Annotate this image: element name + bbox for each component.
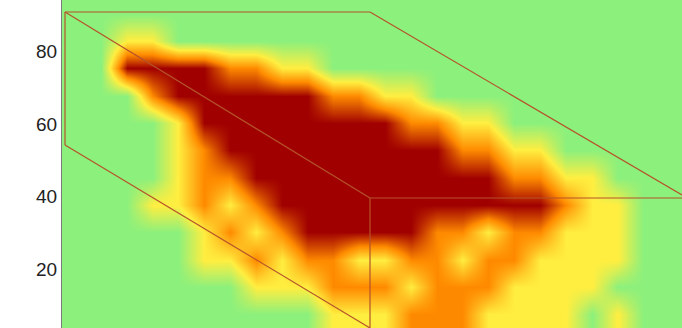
svg-text:40: 40 [36,186,57,207]
svg-text:80: 80 [36,41,57,62]
svg-text:60: 60 [36,114,57,135]
svg-text:20: 20 [36,259,57,280]
